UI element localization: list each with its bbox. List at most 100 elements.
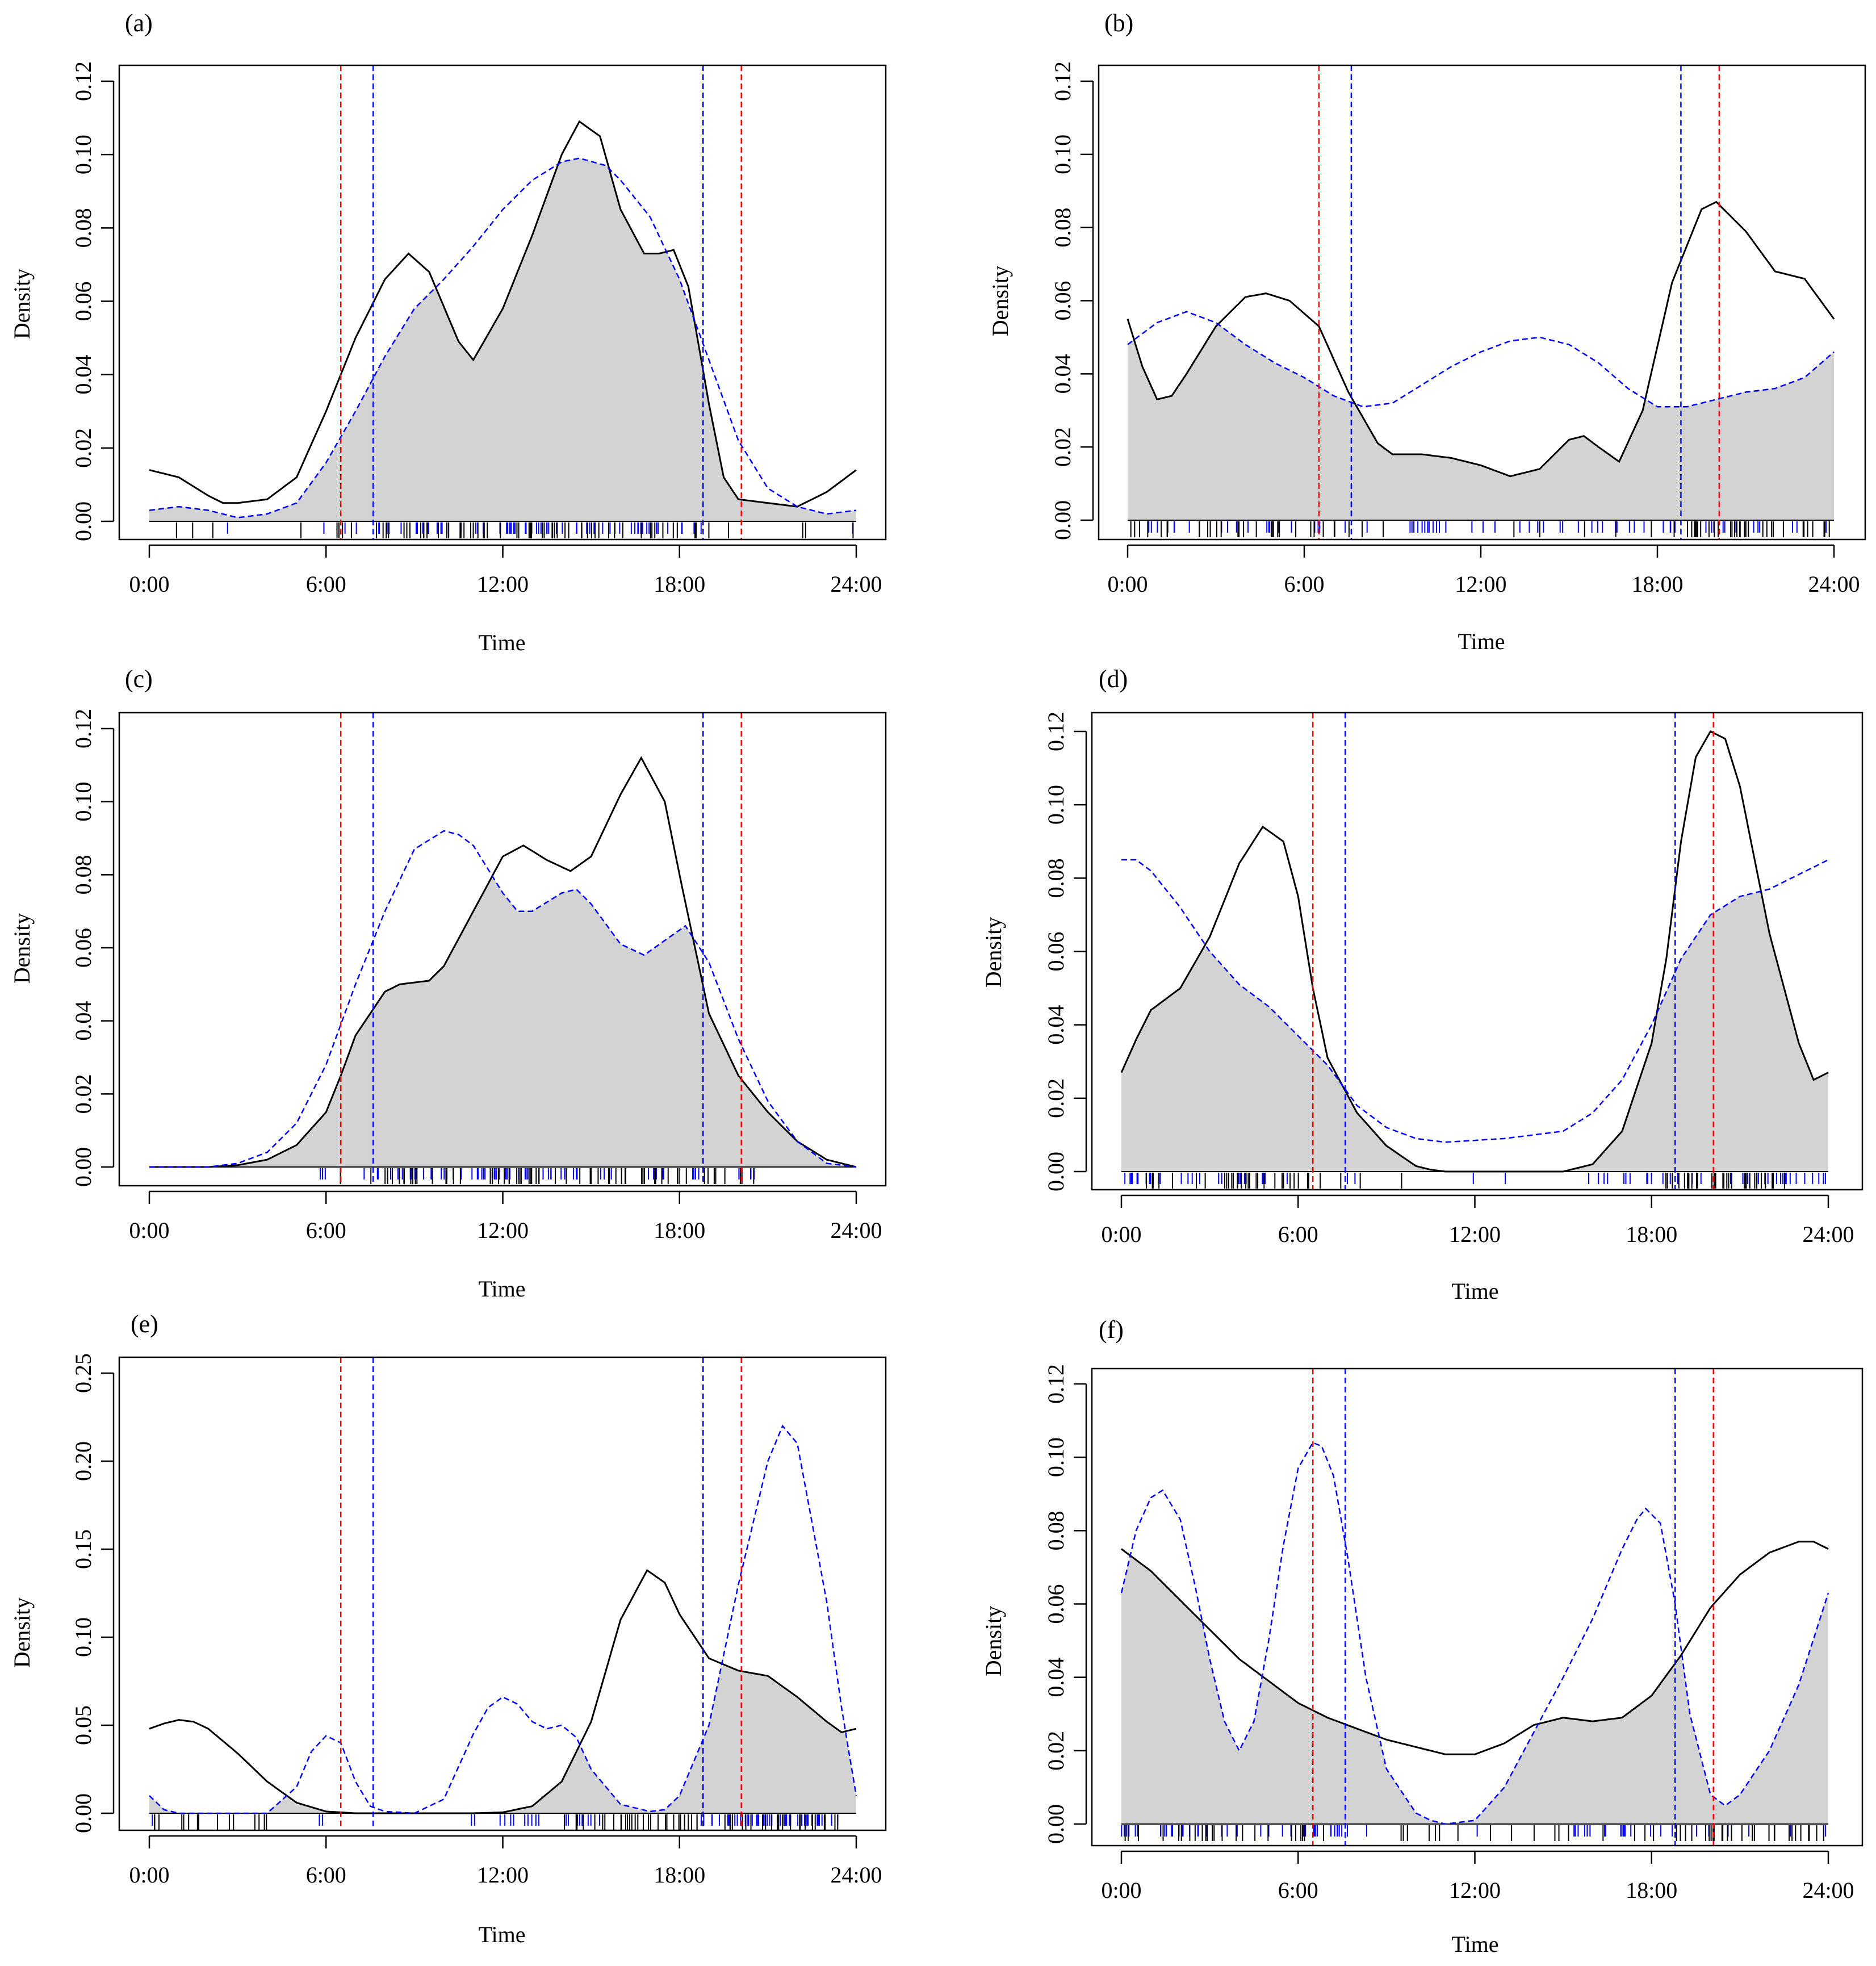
panel-d-y-tick-label: 0.06 (1043, 932, 1069, 972)
panel-a-y-tick-label: 0.04 (70, 355, 96, 395)
panel-d-y-tick-label: 0.04 (1043, 1005, 1069, 1045)
panel-c-curve-solid (149, 756, 857, 1168)
panel-c-y-tick-label: 0.00 (70, 1147, 96, 1187)
panel-e-label: (e) (131, 1310, 158, 1338)
panel-a-overlap-area (149, 158, 856, 522)
panel-b-curve-dashed (1127, 311, 1835, 408)
panel-c-y-tick-label: 0.08 (70, 855, 96, 894)
panel-a-ylabel: Density (9, 269, 35, 339)
panel-b-xlabel: Time (1458, 629, 1505, 654)
panel-f-x-tick-label: 0:00 (1101, 1877, 1141, 1903)
panel-b-x-tick-label: 18:00 (1631, 571, 1683, 597)
panel-a-frame (118, 64, 887, 541)
panel-f-overlap-area (1121, 1555, 1828, 1824)
panel-b-overlap-area (1128, 325, 1834, 520)
panel-f-x-tick-label: 6:00 (1278, 1877, 1318, 1903)
panel-c-y-tick-label: 0.02 (70, 1074, 96, 1114)
panel-f-x-tick-label: 12:00 (1449, 1877, 1501, 1903)
panel-e-ylabel: Density (9, 1597, 35, 1668)
panel-f-y-tick-label: 0.06 (1043, 1584, 1069, 1624)
panel-a-curve-dashed (149, 157, 857, 518)
panel-d-y-tick-label: 0.12 (1043, 712, 1069, 751)
panel-a: 0:00 6:00 12:00 18:00 24:00 0.00 0.02 0.04 0.06 0… (9, 9, 887, 655)
panel-b-y-tick-label: 0.02 (1050, 427, 1075, 467)
panel-b-y-tick-label: 0.04 (1050, 354, 1075, 394)
panel-d-curve-solid (1120, 730, 1829, 1173)
panel-d-x-tick-label: 12:00 (1449, 1222, 1501, 1247)
panel-c-x-tick-label: 18:00 (654, 1218, 705, 1243)
panel-f-y-tick-label: 0.12 (1043, 1364, 1069, 1404)
panel-b: 0:00 6:00 12:00 18:00 24:00 0.00 0.02 0.04 0.06 0… (987, 9, 1866, 654)
panel-e-y-tick-label: 0.15 (70, 1529, 96, 1569)
panel-d-y-tick-label: 0.02 (1043, 1078, 1069, 1118)
panel-e-curve-dashed (149, 1424, 857, 1814)
panel-d-x-tick-label: 6:00 (1278, 1222, 1318, 1247)
panel-f-y-tick-label: 0.10 (1043, 1437, 1069, 1477)
panel-e-x-tick-label: 6:00 (306, 1862, 346, 1888)
panel-e-xlabel: Time (478, 1922, 525, 1947)
panel-b-y-tick-label: 0.08 (1050, 208, 1075, 248)
panel-e-x-tick-label: 0:00 (129, 1862, 169, 1888)
panel-f-x-tick-label: 18:00 (1626, 1877, 1677, 1903)
panel-e-y-tick-label: 0.10 (70, 1617, 96, 1657)
panel-b-frame (1098, 64, 1866, 541)
panel-f-frame (1091, 1367, 1864, 1847)
panel-b-y-tick-label: 0.00 (1050, 500, 1075, 540)
panel-b-curve-solid (1127, 200, 1835, 478)
panel-f-plot: 0:00 6:00 12:00 18:00 24:00 0.00 0.02 0.04 0.06 0… (1043, 1364, 1864, 1903)
panel-e-frame (118, 1356, 887, 1831)
panel-d: 0:00 6:00 12:00 18:00 24:00 0.00 0.02 0.04 0.06 0… (981, 665, 1864, 1304)
panel-f-y-tick-label: 0.04 (1043, 1658, 1069, 1697)
panel-f-label: (f) (1099, 1316, 1124, 1344)
panel-f-curve-solid (1121, 1541, 1829, 1755)
panel-e-x-tick-label: 18:00 (654, 1862, 705, 1888)
panel-b-y-tick-label: 0.06 (1050, 281, 1075, 321)
panel-f: 0:00 6:00 12:00 18:00 24:00 0.00 0.02 0.04 0.06 0… (981, 1316, 1864, 1957)
panel-a-y-tick-label: 0.06 (70, 282, 96, 321)
panel-c-y-tick-label: 0.06 (70, 928, 96, 968)
panel-e-x-tick-label: 12:00 (477, 1862, 529, 1888)
panel-d-xlabel: Time (1451, 1278, 1498, 1304)
panel-c-y-tick-label: 0.12 (70, 709, 96, 748)
panel-e-curve-solid (149, 1569, 857, 1814)
panel-b-label: (b) (1104, 9, 1133, 37)
panel-e-y-tick-label: 0.00 (70, 1793, 96, 1833)
panel-a-plot: 0:00 6:00 12:00 18:00 24:00 0.00 0.02 0.04 0.06 0… (70, 61, 887, 597)
panel-c-overlap-area (149, 878, 856, 1167)
panel-c-xlabel: Time (478, 1276, 525, 1302)
panel-c-x-tick-label: 0:00 (129, 1218, 169, 1243)
panel-c-frame (118, 712, 887, 1187)
panel-f-xlabel: Time (1451, 1931, 1498, 1957)
panel-d-frame (1091, 712, 1864, 1191)
panel-f-y-tick-label: 0.00 (1043, 1804, 1069, 1844)
panel-f-x-tick-label: 24:00 (1802, 1877, 1854, 1903)
panel-d-plot: 0:00 6:00 12:00 18:00 24:00 0.00 0.02 0.04 0.06 0… (1043, 712, 1864, 1247)
panel-c-x-tick-label: 24:00 (830, 1218, 882, 1243)
panel-b-x-tick-label: 6:00 (1284, 571, 1324, 597)
panel-d-overlap-area (1121, 891, 1828, 1172)
panel-c-ylabel: Density (9, 913, 35, 984)
panel-b-y-tick-label: 0.12 (1050, 61, 1075, 101)
panel-c-label: (c) (125, 665, 153, 693)
panel-a-x-tick-label: 6:00 (306, 571, 346, 597)
panel-c-plot: 0:00 6:00 12:00 18:00 24:00 0.00 0.02 0.04 0.06 0… (70, 709, 887, 1243)
panel-a-y-tick-label: 0.00 (70, 501, 96, 541)
panel-d-x-tick-label: 0:00 (1101, 1222, 1141, 1247)
panel-d-y-tick-label: 0.08 (1043, 858, 1069, 898)
panel-a-x-tick-label: 18:00 (654, 571, 705, 597)
panel-d-y-tick-label: 0.10 (1043, 785, 1069, 825)
panel-e-x-tick-label: 24:00 (830, 1862, 882, 1888)
panel-e-overlap-area (149, 1664, 856, 1813)
panel-b-y-tick-label: 0.10 (1050, 135, 1075, 174)
panel-d-x-tick-label: 18:00 (1626, 1222, 1677, 1247)
panel-b-x-tick-label: 0:00 (1107, 571, 1148, 597)
panel-d-ylabel: Density (981, 917, 1006, 988)
panel-c: 0:00 6:00 12:00 18:00 24:00 0.00 0.02 0.04 0.06 0… (9, 665, 887, 1302)
panel-a-y-tick-label: 0.08 (70, 208, 96, 248)
panel-a-y-tick-label: 0.02 (70, 428, 96, 468)
panel-c-y-tick-label: 0.04 (70, 1001, 96, 1041)
panel-a-x-tick-label: 12:00 (477, 571, 529, 597)
panel-a-x-tick-label: 24:00 (830, 571, 882, 597)
panel-b-ylabel: Density (987, 266, 1013, 336)
panel-f-y-tick-label: 0.08 (1043, 1511, 1069, 1550)
